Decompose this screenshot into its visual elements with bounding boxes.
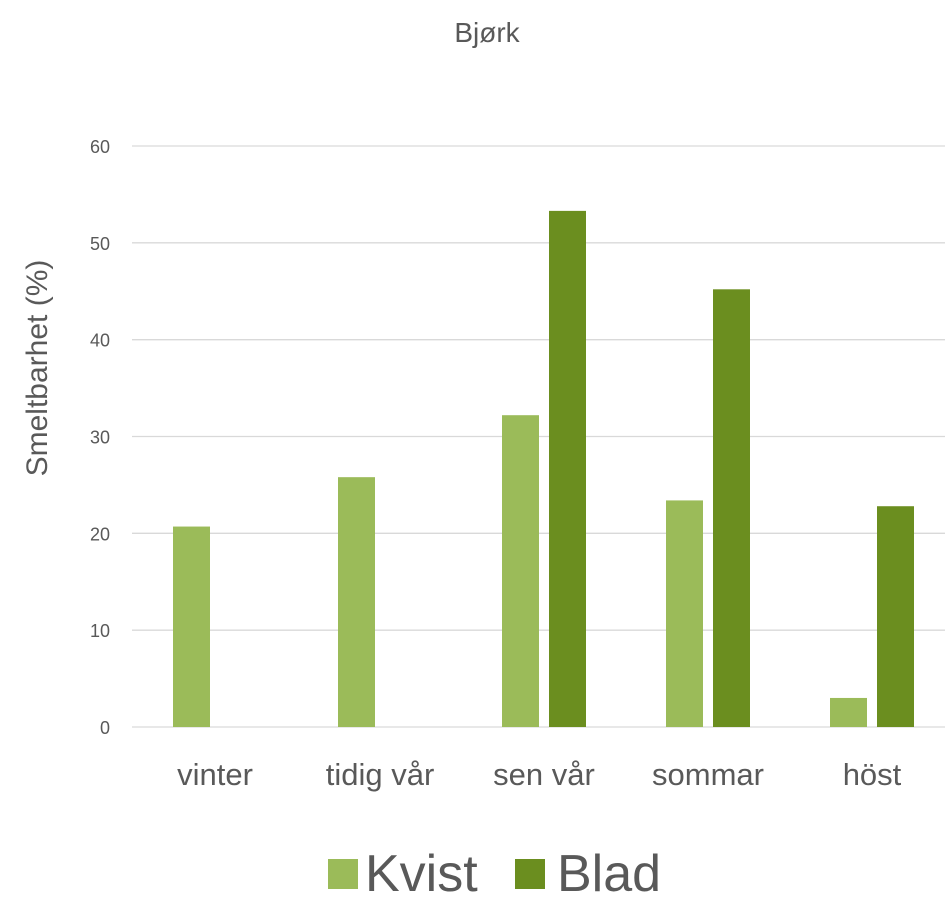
y-tick-label-0: 0 <box>100 718 110 738</box>
x-tick-label-0: vinter <box>177 757 253 792</box>
bar-kvist-2 <box>502 415 539 727</box>
legend-label-blad: Blad <box>557 845 661 898</box>
x-tick-label-1: tidig vår <box>326 757 435 792</box>
y-tick-label-20: 20 <box>90 524 110 544</box>
bar-kvist-4 <box>830 697 867 727</box>
bar-kvist-1 <box>338 477 375 727</box>
legend-item-blad: Blad <box>515 845 661 898</box>
x-axis-ticks: vinter tidig vår sen vår sommar höst <box>177 757 902 792</box>
y-tick-label-30: 30 <box>90 428 110 448</box>
bar-kvist-3 <box>666 500 703 727</box>
legend: Kvist Blad <box>328 845 661 898</box>
bar-blad-4 <box>877 506 914 727</box>
x-tick-label-3: sommar <box>652 757 764 792</box>
chart-title: Bjørk <box>454 17 520 48</box>
bar-blad-3 <box>713 289 750 727</box>
legend-swatch-blad <box>515 859 545 889</box>
bar-blad-2 <box>549 210 586 728</box>
legend-item-kvist: Kvist <box>328 845 478 898</box>
y-tick-label-50: 50 <box>90 234 110 254</box>
y-tick-label-60: 60 <box>90 137 110 157</box>
x-tick-label-2: sen vår <box>493 757 595 792</box>
bar-kvist-0 <box>173 526 210 727</box>
y-tick-label-40: 40 <box>90 331 110 351</box>
y-tick-label-10: 10 <box>90 621 110 641</box>
x-tick-label-4: höst <box>843 757 902 792</box>
y-axis-label: Smeltbarhet (%) <box>21 260 54 477</box>
legend-swatch-kvist <box>328 859 358 889</box>
legend-label-kvist: Kvist <box>365 845 478 898</box>
bar-layer <box>173 210 914 728</box>
y-axis-ticks: 0 10 20 30 40 50 60 <box>90 137 110 738</box>
